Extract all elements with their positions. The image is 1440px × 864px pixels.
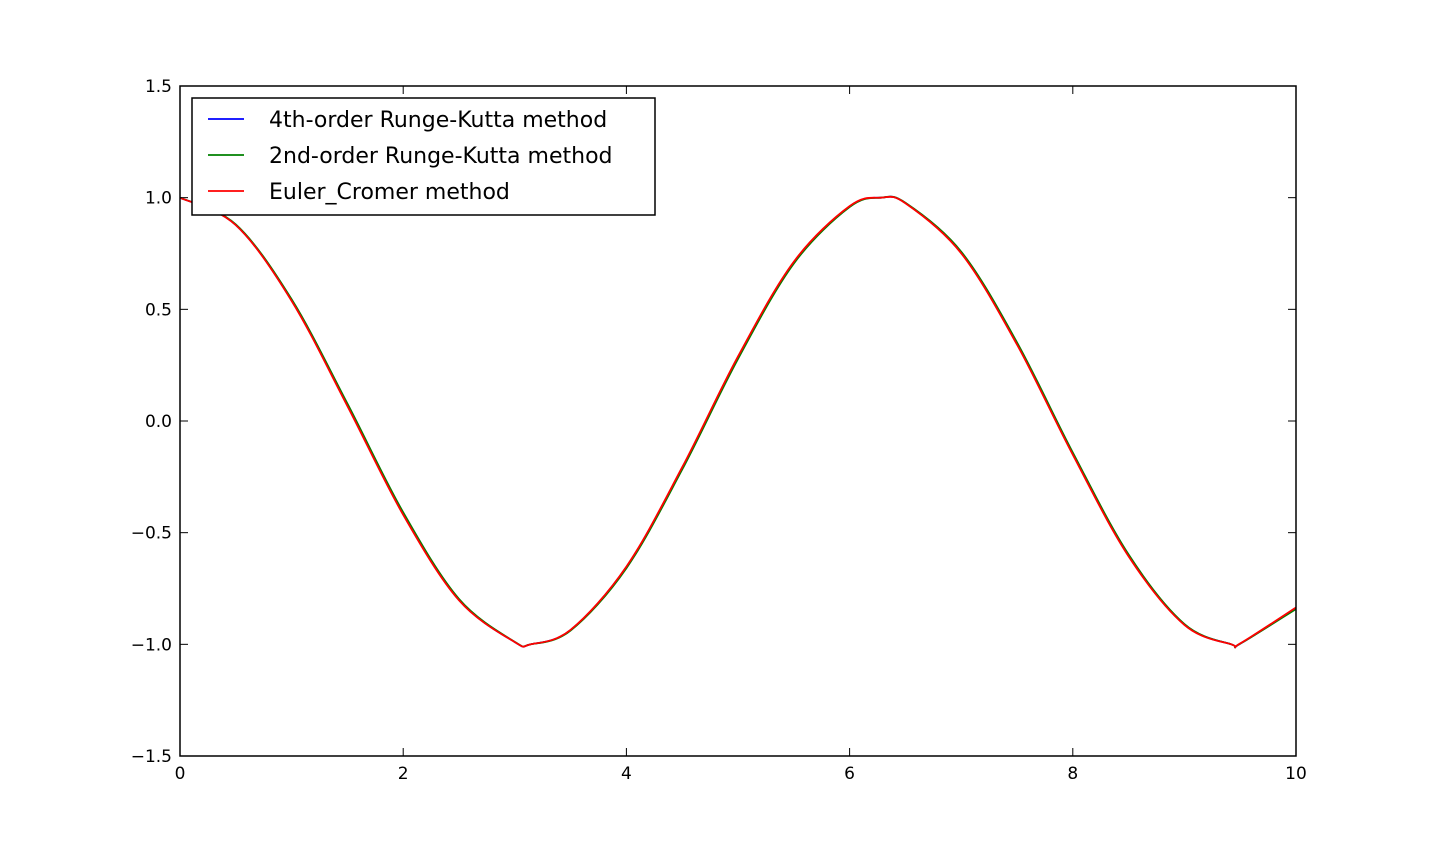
x-tick-label: 2 <box>398 764 409 784</box>
y-tick-label: −1.0 <box>131 635 172 655</box>
y-tick-label: 1.0 <box>145 189 172 209</box>
legend-box <box>191 97 656 216</box>
legend-label-3: Euler_Cromer method <box>269 180 510 205</box>
y-tick-label: −1.5 <box>131 747 172 767</box>
series-line-3 <box>180 195 1296 649</box>
series-line-2 <box>180 195 1296 649</box>
legend-label-2: 2nd-order Runge-Kutta method <box>269 144 613 169</box>
y-tick-label: 1.5 <box>145 77 172 97</box>
legend: 4th-order Runge-Kutta method 2nd-order Ru… <box>191 97 656 216</box>
x-tick-label: 10 <box>1285 764 1307 784</box>
x-tick-label: 6 <box>844 764 855 784</box>
plot-area <box>180 195 1296 649</box>
y-tick-label: 0.5 <box>145 300 172 320</box>
y-tick-label: 0.0 <box>145 412 172 432</box>
y-tick-label: −0.5 <box>131 524 172 544</box>
x-tick-label: 8 <box>1067 764 1078 784</box>
ticks: 0 2 4 6 8 10 −1.5 −1.0 −0.5 0.0 0.5 1.0 1.5 <box>131 77 1307 784</box>
x-tick-label: 0 <box>175 764 186 784</box>
x-tick-label: 4 <box>621 764 632 784</box>
legend-label-1: 4th-order Runge-Kutta method <box>269 108 607 133</box>
